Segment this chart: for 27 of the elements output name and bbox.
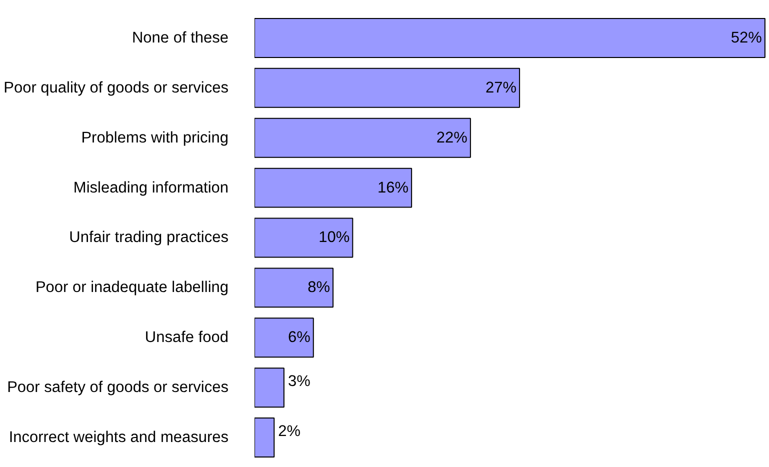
data-label: 52% xyxy=(730,29,762,46)
y-tick-label: Unfair trading practices xyxy=(69,229,229,246)
y-tick-label: Unsafe food xyxy=(144,329,229,346)
bar xyxy=(254,368,284,408)
data-label: 16% xyxy=(378,179,409,196)
y-tick-label: Problems with pricing xyxy=(81,129,229,146)
bar xyxy=(254,18,766,58)
data-label: 27% xyxy=(486,79,517,96)
data-label: 22% xyxy=(436,129,468,146)
bar xyxy=(254,418,275,458)
bar xyxy=(254,68,520,108)
data-label: 6% xyxy=(288,329,311,346)
bar xyxy=(254,318,314,358)
y-tick-label: Poor safety of goods or services xyxy=(7,379,229,396)
data-label: 8% xyxy=(308,279,330,296)
bar xyxy=(254,218,354,258)
y-tick-label: Incorrect weights and measures xyxy=(8,429,229,446)
y-tick-label: Misleading information xyxy=(73,179,228,196)
bar xyxy=(254,268,334,308)
data-label: 2% xyxy=(278,423,301,440)
data-label: 10% xyxy=(318,229,350,246)
y-tick-label: None of these xyxy=(132,29,229,46)
y-tick-label: Poor or inadequate labelling xyxy=(35,279,228,296)
data-label: 3% xyxy=(288,373,311,390)
bar xyxy=(254,118,471,158)
bar xyxy=(254,168,412,208)
y-tick-label: Poor quality of goods or services xyxy=(4,79,229,96)
